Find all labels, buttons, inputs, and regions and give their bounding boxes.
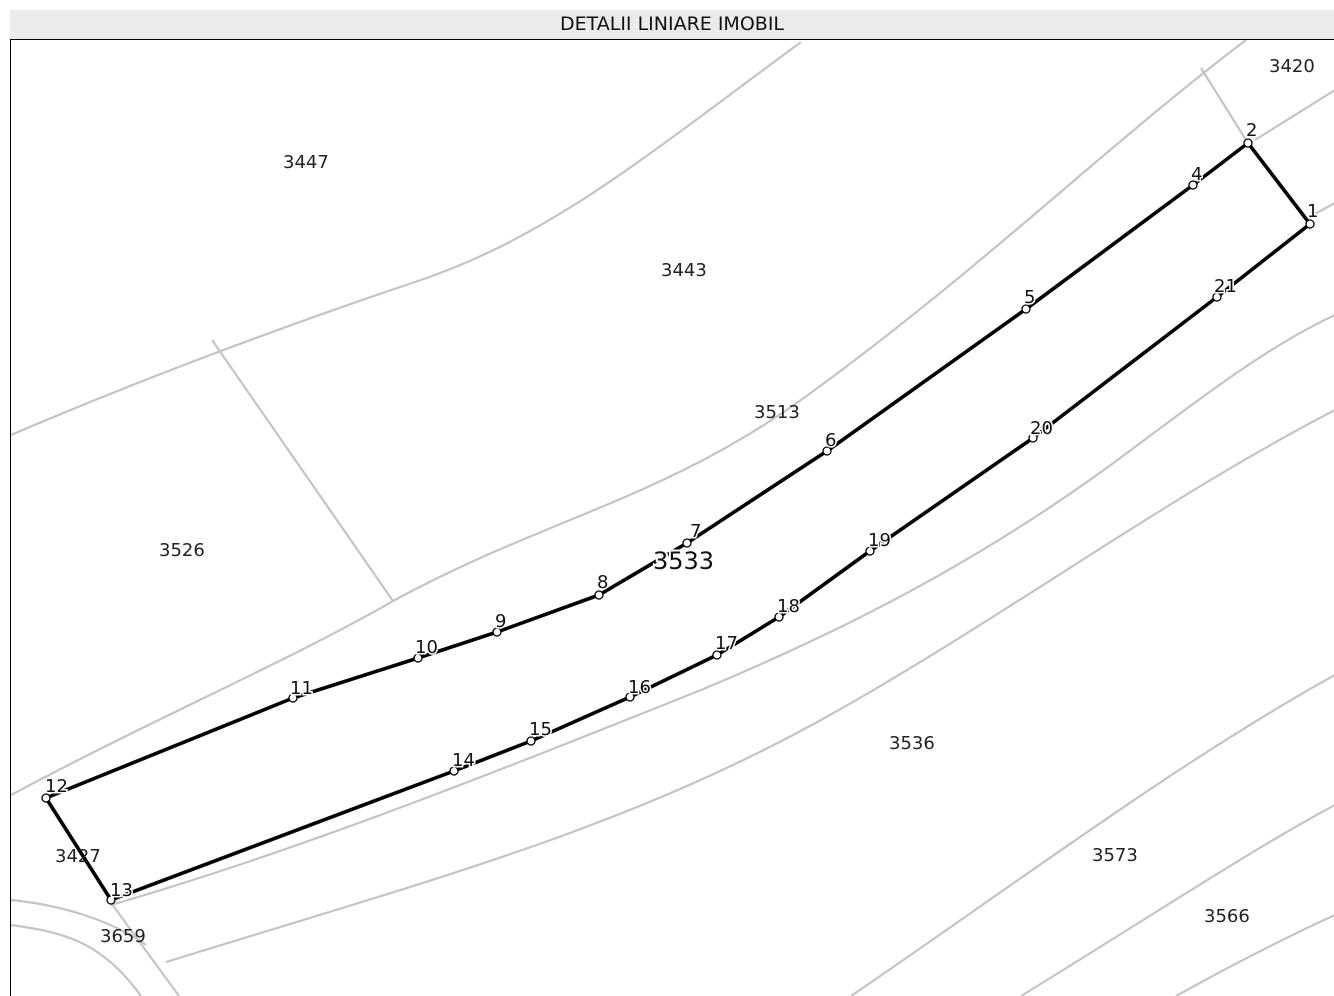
- vertex-label: 16: [628, 677, 651, 698]
- vertex-1[interactable]: [1305, 219, 1315, 229]
- vertex-label: 11: [290, 678, 313, 699]
- vertex-label: 17: [715, 633, 738, 654]
- vertex-11[interactable]: [288, 693, 298, 703]
- vertex-8[interactable]: [594, 590, 604, 600]
- parcel-label[interactable]: 3526: [159, 540, 205, 561]
- parcel-line: [110, 314, 1334, 907]
- vertex-label: 5: [1024, 287, 1035, 308]
- parcel-line: [11, 41, 802, 437]
- parcel-label[interactable]: 3420: [1269, 56, 1315, 77]
- vertex-2[interactable]: [1243, 138, 1253, 148]
- vertex-9[interactable]: [492, 627, 502, 637]
- parcel-labels: 3420 3447 3443 3513 3526 3427 3659 3536 …: [55, 56, 1315, 947]
- vertex-19[interactable]: [865, 546, 875, 556]
- parcel-line: [1175, 914, 1334, 996]
- vertex-21[interactable]: [1212, 292, 1222, 302]
- parcel-line: [1312, 202, 1334, 216]
- vertex-5[interactable]: [1021, 304, 1031, 314]
- vertex-label: 15: [529, 719, 552, 740]
- vertex-label: 14: [452, 750, 475, 771]
- vertex-label: 19: [868, 530, 891, 551]
- vertex-20[interactable]: [1028, 433, 1038, 443]
- main-parcel-label[interactable]: 3533: [651, 545, 716, 577]
- vertex-14[interactable]: [449, 766, 459, 776]
- vertex-4[interactable]: [1188, 180, 1198, 190]
- vertex-label: 7: [690, 521, 701, 542]
- vertex-18[interactable]: [774, 612, 784, 622]
- vertex-label: 20: [1030, 418, 1053, 439]
- parcel-line: [165, 409, 1334, 964]
- parcel-line: [211, 339, 394, 602]
- parcel-label[interactable]: 3513: [754, 402, 800, 423]
- vertex-12[interactable]: [41, 793, 51, 803]
- vertex-label: 12: [45, 776, 68, 797]
- parcel-label[interactable]: 3443: [661, 260, 707, 281]
- parcel-line: [1200, 67, 1247, 141]
- parcel-label[interactable]: 3536: [889, 733, 935, 754]
- vertex-13[interactable]: [106, 895, 116, 905]
- map-title: DETALII LINIARE IMOBIL: [10, 10, 1334, 40]
- parcel-lines: [11, 40, 1334, 996]
- vertex-label: 9: [495, 611, 506, 632]
- vertex-label: 2: [1246, 120, 1257, 141]
- parcel-line: [1254, 89, 1334, 141]
- vertex-label: 21: [1214, 276, 1237, 297]
- boundary-vertices: [41, 138, 1315, 905]
- map-canvas: 1 2 4 5 6 7 8 9 10 11 12 13 14 15 16 17 …: [11, 40, 1334, 996]
- vertex-17[interactable]: [712, 650, 722, 660]
- vertex-label: 18: [777, 596, 800, 617]
- vertex-labels: 1 2 4 5 6 7 8 9 10 11 12 13 14 15 16 17 …: [44, 119, 1320, 903]
- vertex-label: 8: [597, 572, 608, 593]
- parcel-3533-boundary[interactable]: [44, 141, 1312, 902]
- parcel-label[interactable]: 3447: [283, 152, 329, 173]
- parcel-line: [11, 40, 1247, 796]
- parcel-label[interactable]: 3573: [1092, 845, 1138, 866]
- vertex-label: 13: [110, 880, 133, 901]
- vertex-label: 1: [1307, 201, 1318, 222]
- parcel-line: [108, 899, 180, 996]
- parcel-line: [850, 674, 1334, 996]
- parcel-label[interactable]: 3659: [100, 926, 146, 947]
- parcel-line: [11, 898, 147, 946]
- vertex-10[interactable]: [413, 653, 423, 663]
- parcel-label[interactable]: 3566: [1204, 906, 1250, 927]
- parcel-label[interactable]: 3427: [55, 846, 101, 867]
- parcel-line: [1020, 804, 1334, 996]
- vertex-15[interactable]: [526, 736, 536, 746]
- vertex-7[interactable]: [682, 538, 692, 548]
- cadastral-map[interactable]: 1 2 4 5 6 7 8 9 10 11 12 13 14 15 16 17 …: [10, 40, 1334, 996]
- vertex-16[interactable]: [625, 692, 635, 702]
- parcel-line: [11, 923, 142, 996]
- vertex-label: 6: [825, 430, 836, 451]
- vertex-6[interactable]: [822, 446, 832, 456]
- vertex-label: 4: [1191, 164, 1202, 185]
- vertex-label: 10: [415, 637, 438, 658]
